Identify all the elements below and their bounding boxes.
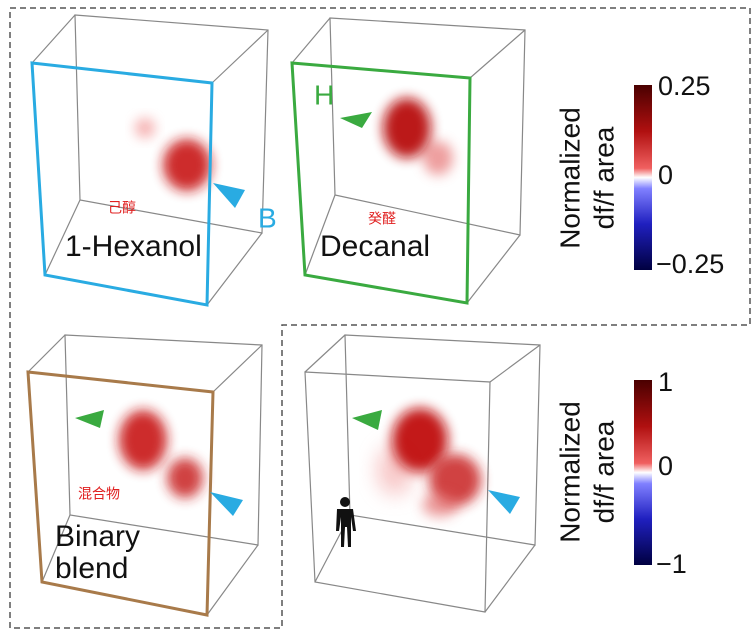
panel-label: Binary <box>55 520 140 553</box>
panel-label: blend <box>55 552 128 585</box>
dashed-frame <box>9 7 751 629</box>
colorbar-title: df/f area <box>588 420 619 523</box>
colorbar-tick: 0 <box>658 160 673 190</box>
panel-label: 1-Hexanol <box>65 230 202 263</box>
colorbar-title: Normalized <box>554 401 585 543</box>
panel-label: Decanal <box>320 230 430 263</box>
panel-human <box>304 334 541 613</box>
marker-label: B <box>258 202 277 233</box>
marker-label: H <box>314 79 334 110</box>
panel-hexanol: 1-Hexanol 己醇 B <box>30 14 277 307</box>
translation: 己醇 <box>108 200 136 216</box>
colorbar-tick: 0 <box>658 451 673 481</box>
colorbar: Normalized df/f area 0.25 0 −0.25 <box>554 71 724 279</box>
colorbar-title: Normalized <box>554 107 585 249</box>
panel-blend: 混合物 Binary blend <box>26 334 263 617</box>
translation: 癸醛 <box>368 211 396 227</box>
colorbar: Normalized df/f area 1 0 −1 <box>554 367 686 579</box>
colorbar-tick: 1 <box>658 367 673 397</box>
colorbar-tick: −0.25 <box>656 249 724 279</box>
colorbar-title: df/f area <box>588 126 619 229</box>
colorbar-tick: −1 <box>656 549 687 579</box>
translation: 混合物 <box>78 486 120 502</box>
panel-decanal: H Decanal 癸醛 <box>290 17 526 305</box>
colorbar-tick: 0.25 <box>658 71 711 101</box>
